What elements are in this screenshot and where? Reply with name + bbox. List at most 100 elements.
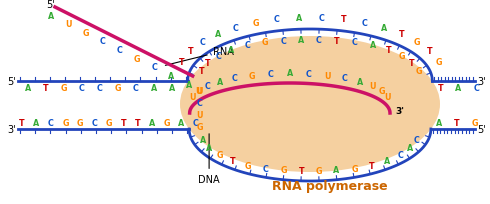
Text: C: C [232, 74, 238, 83]
Text: 3': 3' [477, 77, 486, 86]
Text: C: C [215, 52, 221, 61]
Text: A: A [436, 118, 442, 127]
Text: A: A [206, 143, 213, 152]
Text: A: A [186, 80, 192, 89]
Text: G: G [378, 87, 385, 96]
Text: C: C [268, 70, 273, 79]
Text: T: T [399, 30, 405, 39]
Text: G: G [472, 118, 478, 127]
Text: C: C [151, 63, 157, 72]
Text: C: C [196, 99, 202, 108]
Text: G: G [196, 123, 203, 132]
Text: G: G [280, 166, 287, 174]
Text: A: A [295, 14, 302, 23]
Text: U: U [384, 92, 391, 101]
Text: A: A [33, 118, 40, 127]
Text: G: G [106, 118, 112, 127]
Text: G: G [245, 161, 251, 170]
Text: T: T [43, 84, 49, 93]
Text: G: G [262, 38, 268, 47]
Text: C: C [316, 36, 321, 45]
Text: A: A [48, 11, 54, 20]
Text: G: G [249, 71, 255, 80]
Text: 5': 5' [7, 77, 16, 86]
Text: A: A [381, 23, 387, 32]
Text: 5': 5' [477, 124, 486, 134]
Text: U: U [324, 71, 331, 80]
Text: C: C [362, 19, 368, 28]
Text: A: A [369, 41, 376, 50]
Text: T: T [386, 45, 392, 54]
Text: C: C [352, 38, 358, 47]
Text: T: T [438, 84, 443, 93]
Text: G: G [115, 84, 121, 93]
Text: A: A [287, 69, 293, 78]
Text: T: T [135, 118, 141, 127]
Text: A: A [25, 84, 31, 93]
Text: C: C [133, 84, 139, 93]
Text: C: C [263, 164, 269, 173]
Text: U: U [369, 82, 375, 91]
Text: T: T [188, 47, 193, 56]
Text: C: C [233, 23, 239, 32]
Text: C: C [274, 15, 280, 24]
Text: RNA polymerase: RNA polymerase [272, 179, 388, 192]
Text: A: A [455, 84, 462, 93]
Text: C: C [306, 70, 312, 79]
Text: G: G [164, 118, 170, 127]
Text: C: C [92, 118, 98, 127]
Text: G: G [77, 118, 83, 127]
Text: U: U [195, 87, 201, 96]
Text: C: C [193, 118, 199, 127]
Text: C: C [318, 14, 324, 23]
Text: G: G [415, 67, 422, 76]
Text: C: C [245, 41, 250, 50]
Text: T: T [178, 58, 184, 67]
Text: C: C [48, 118, 54, 127]
Text: T: T [230, 156, 235, 165]
Text: C: C [79, 84, 85, 93]
Text: C: C [97, 84, 103, 93]
Text: U: U [189, 92, 196, 101]
Text: C: C [473, 84, 479, 93]
Text: T: T [409, 59, 415, 68]
Text: G: G [252, 19, 259, 28]
Text: T: T [205, 59, 211, 68]
Text: 3': 3' [7, 124, 16, 134]
Text: A: A [357, 78, 363, 86]
Text: T: T [369, 161, 374, 170]
Text: T: T [298, 166, 304, 175]
Text: A: A [151, 84, 157, 93]
Ellipse shape [180, 37, 440, 172]
Text: G: G [436, 58, 442, 67]
Text: G: G [351, 164, 358, 173]
Text: T: T [19, 118, 25, 127]
Text: A: A [407, 143, 414, 152]
Text: T: T [454, 118, 460, 127]
Text: A: A [168, 72, 174, 81]
Text: RNA: RNA [165, 47, 234, 66]
Text: T: T [341, 15, 346, 24]
Text: A: A [215, 30, 221, 39]
Text: C: C [99, 37, 105, 46]
Text: C: C [342, 74, 347, 83]
Text: T: T [121, 118, 126, 127]
Text: A: A [384, 156, 391, 165]
Text: T: T [199, 67, 204, 76]
Text: T: T [427, 47, 432, 56]
Text: 5': 5' [47, 0, 55, 10]
Text: A: A [217, 78, 223, 86]
Text: G: G [398, 52, 405, 61]
Text: A: A [228, 45, 235, 54]
Text: C: C [200, 38, 206, 47]
Text: G: G [134, 54, 140, 63]
Text: G: G [316, 166, 322, 175]
Text: G: G [62, 118, 69, 127]
Text: C: C [204, 82, 210, 91]
Text: A: A [149, 118, 156, 127]
Text: A: A [169, 84, 175, 93]
Text: U: U [196, 87, 203, 96]
Text: G: G [82, 29, 89, 38]
Text: DNA: DNA [198, 134, 220, 184]
Text: A: A [333, 166, 340, 174]
